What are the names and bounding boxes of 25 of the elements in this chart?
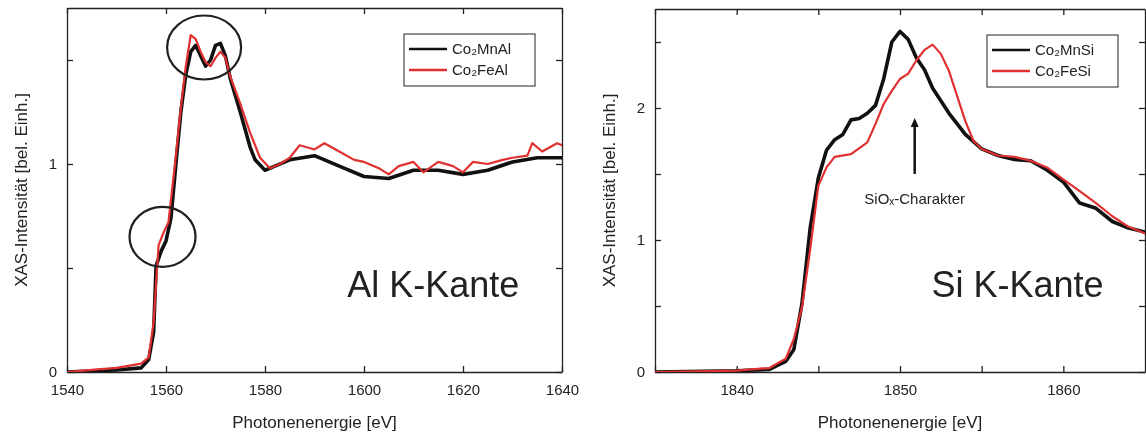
x-tick-label: 1620 <box>446 380 481 398</box>
x-tick-label: 1540 <box>50 380 85 398</box>
x-tick-label: 1640 <box>545 380 580 398</box>
legend-label: Co₂MnAl <box>452 40 512 57</box>
x-tick-label: 1600 <box>347 380 382 398</box>
x-tick-label: 1860 <box>1047 380 1081 398</box>
y-tick-label: 2 <box>636 99 645 117</box>
y-tick-label: 0 <box>48 363 57 381</box>
x-axis-title: Photonenenergie [eV] <box>817 413 983 432</box>
x-tick-label: 1840 <box>720 380 754 398</box>
x-tick-label: 1580 <box>248 380 283 398</box>
annotation: Al K-Kante <box>347 264 520 305</box>
annotation: SiOₓ-Charakter <box>864 189 966 207</box>
legend-label: Co₂FeAl <box>452 61 508 78</box>
x-tick-label: 1560 <box>149 380 184 398</box>
x-tick-label: 1850 <box>883 380 918 398</box>
y-tick-label: 1 <box>636 231 645 249</box>
legend-label: Co₂MnSi <box>1035 41 1095 58</box>
x-axis-title: Photonenenergie [eV] <box>232 413 397 432</box>
y-tick-label: 1 <box>48 155 57 173</box>
y-axis-title: XAS-Intensität [bel. Einh.] <box>12 93 31 287</box>
y-tick-label: 0 <box>636 363 645 381</box>
legend-label: Co₂FeSi <box>1035 62 1091 79</box>
annotation: Si K-Kante <box>931 264 1104 305</box>
y-axis-title: XAS-Intensität [bel. Einh.] <box>600 93 619 288</box>
